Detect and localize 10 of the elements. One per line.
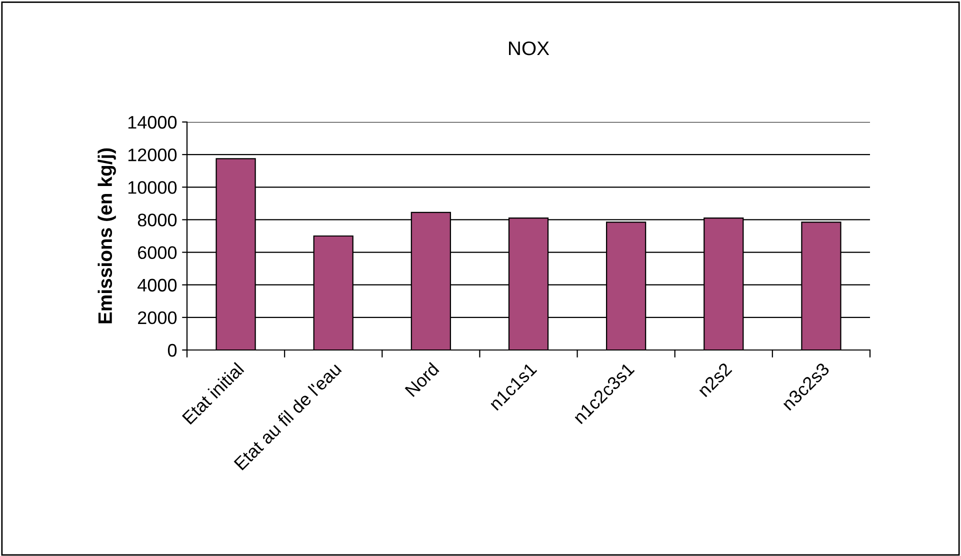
y-axis-title: Emissions (en kg/j) [98, 148, 116, 324]
y-tick-label: 0 [168, 344, 177, 357]
y-tick-label: 14000 [128, 116, 177, 129]
y-tick-label: 12000 [128, 148, 177, 162]
y-tick-label: 4000 [138, 278, 177, 292]
y-tick-label: 6000 [138, 246, 177, 260]
chart-title: NOX [509, 41, 550, 56]
y-tick-label: 8000 [138, 214, 177, 226]
y-tick-label: 10000 [128, 181, 177, 194]
y-tick-label: 2000 [138, 311, 177, 324]
